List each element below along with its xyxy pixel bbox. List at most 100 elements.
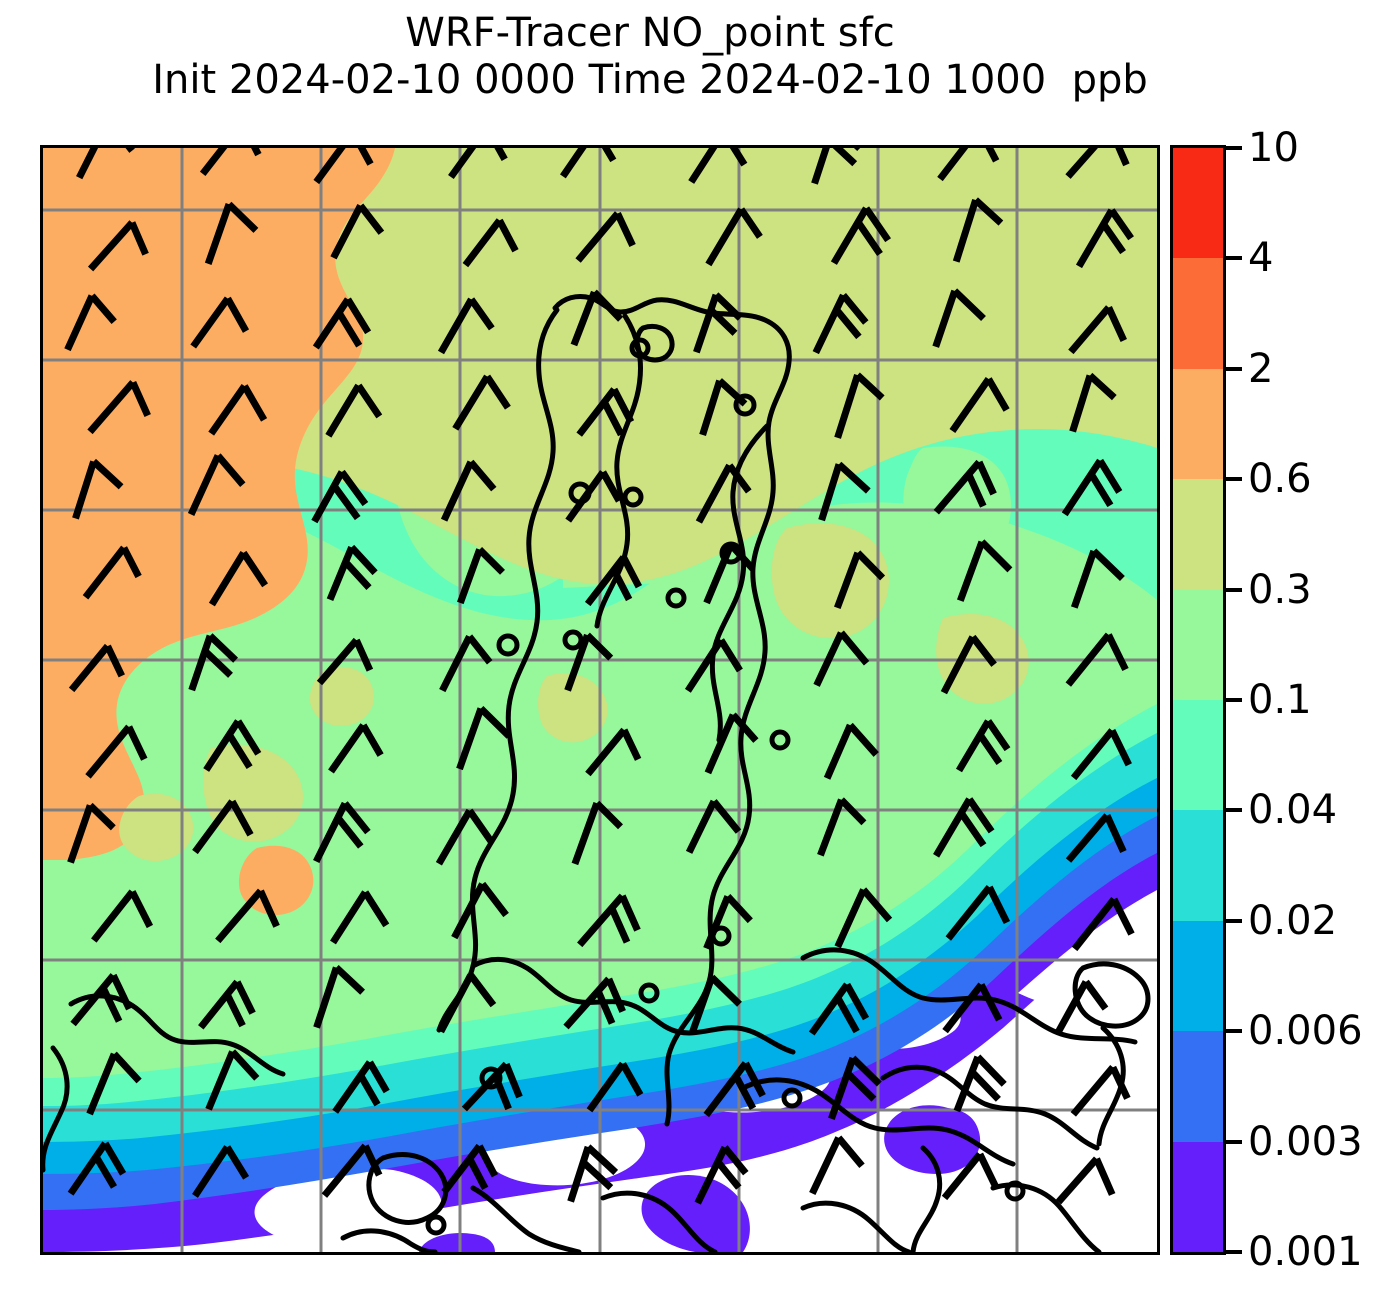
olive-patch-2 (771, 523, 889, 639)
wind-barb-flag (357, 148, 374, 166)
wind-barb-shaft (205, 1050, 236, 1111)
wind-barb-flag (360, 723, 384, 757)
point-source-marker (638, 982, 660, 1004)
wind-barb-flag (729, 148, 748, 167)
wind-barb-shaft (67, 1141, 109, 1196)
wind-barb-shaft (584, 555, 627, 607)
wind-barb-shaft (937, 148, 969, 182)
wind-barb-flag (985, 148, 1000, 163)
colorbar-band-7 (1173, 920, 1223, 1032)
wind-barb-shaft (957, 540, 986, 602)
wind-barb-shaft (703, 543, 735, 605)
wind-barb-flag (229, 1049, 260, 1081)
wind-barb-layer (64, 148, 1135, 1205)
wind-barb-flag (226, 732, 253, 770)
wind-barb-shaft (328, 723, 367, 774)
wind-barb-flag (738, 207, 763, 239)
wind-barb-shaft (456, 707, 485, 771)
wind-barb-shaft (313, 801, 349, 864)
wind-barb-shaft (684, 638, 724, 693)
wind-barb-shaft (208, 383, 248, 436)
wind-barb-flag (353, 638, 374, 672)
wind-barb-shaft (703, 895, 732, 950)
wind-barb-flag (478, 706, 512, 739)
wind-barb-flag (619, 1062, 644, 1097)
coastline-s-2 (470, 1185, 582, 1252)
wind-barb-shaft (1065, 813, 1110, 863)
wind-barb-flag (860, 887, 893, 923)
wind-barb-flag (91, 458, 124, 490)
point-source-marker (1004, 1180, 1026, 1202)
wind-barb-shaft (1055, 980, 1089, 1034)
wind-barb-flag (349, 544, 378, 576)
wind-barb-flag (1091, 548, 1125, 582)
wind-barb-flag (832, 148, 858, 167)
colorbar-band-1 (1173, 258, 1223, 369)
wind-barb-shaft (215, 888, 264, 944)
colorbar-band-3 (1173, 479, 1223, 590)
wind-barb-flag (608, 906, 631, 944)
colorbar-band-2 (1173, 368, 1223, 480)
coastline-island-2 (366, 1152, 449, 1225)
wind-barb-flag (594, 800, 623, 830)
wind-barb-flag (838, 630, 870, 666)
wind-barb-shaft (330, 890, 369, 945)
wind-barb-flag (362, 890, 390, 928)
wind-barb-shaft (437, 973, 474, 1034)
map-plot-area (40, 145, 1160, 1255)
wind-barb-flag (834, 995, 860, 1034)
wind-barb-flag (732, 1074, 757, 1111)
wind-barb-flag (235, 719, 262, 756)
wind-barb-flag (111, 1051, 142, 1084)
wind-barb-shaft (321, 1143, 369, 1198)
wind-barb-shaft (945, 885, 993, 941)
wind-barb-flag (484, 374, 511, 410)
wind-barb-flag (847, 722, 879, 757)
wind-barb-flag (1105, 633, 1129, 672)
wind-barb-shaft (813, 631, 845, 687)
wind-barb-flag (833, 307, 862, 340)
wind-barb-flag (1083, 979, 1109, 1011)
colorbar-band-8 (1173, 1031, 1223, 1142)
wind-barb-flag (976, 1152, 1000, 1191)
wind-barb-shaft (313, 966, 340, 1029)
wind-barb-shaft (457, 548, 483, 605)
wind-barb-shaft (85, 724, 132, 779)
wind-barb-flag (1100, 222, 1126, 255)
wind-barb-shaft (693, 293, 720, 354)
wind-barb-shaft (435, 808, 473, 866)
wind-barb-shaft (823, 723, 854, 780)
wind-barb-flag (344, 297, 372, 335)
coastline-west-coast (436, 307, 560, 1033)
wind-barb-flag (722, 1145, 749, 1176)
violet-blob-1 (641, 1174, 750, 1252)
wind-barb-shaft (68, 643, 111, 693)
wind-barb-shaft (586, 1061, 626, 1113)
colorbar-tick-mark (1226, 587, 1242, 592)
wind-barb-flag (224, 296, 250, 333)
wind-barb-flag (492, 1074, 512, 1111)
wind-barb-flag (580, 1159, 614, 1191)
colorbar-tick-mark (1226, 698, 1242, 702)
wind-barb-flag (128, 221, 149, 256)
white-notch-f (254, 1168, 442, 1248)
colorbar (1170, 145, 1226, 1255)
wind-barb-flag (986, 885, 1011, 925)
wind-barb-flag (99, 986, 123, 1023)
wind-barb-flag (717, 378, 748, 407)
violet-blob-2 (884, 1105, 981, 1174)
wind-barb-flag (224, 992, 246, 1028)
point-source-marker (425, 1214, 447, 1236)
wind-barb-shaft (688, 148, 718, 184)
point-source-marker (479, 1066, 503, 1090)
wind-barb-shaft (570, 290, 598, 347)
wind-barb-shaft (828, 1056, 857, 1120)
wind-barb-flag (1088, 472, 1114, 508)
wind-barb-shaft (452, 374, 491, 431)
wind-barb-shaft (952, 198, 979, 263)
colorbar-band-4 (1173, 589, 1223, 700)
wind-barb-flag (477, 547, 505, 575)
wind-barb-shaft (208, 550, 247, 607)
colorbar-band-9 (1173, 1141, 1223, 1252)
wind-barb-flag (333, 965, 365, 995)
